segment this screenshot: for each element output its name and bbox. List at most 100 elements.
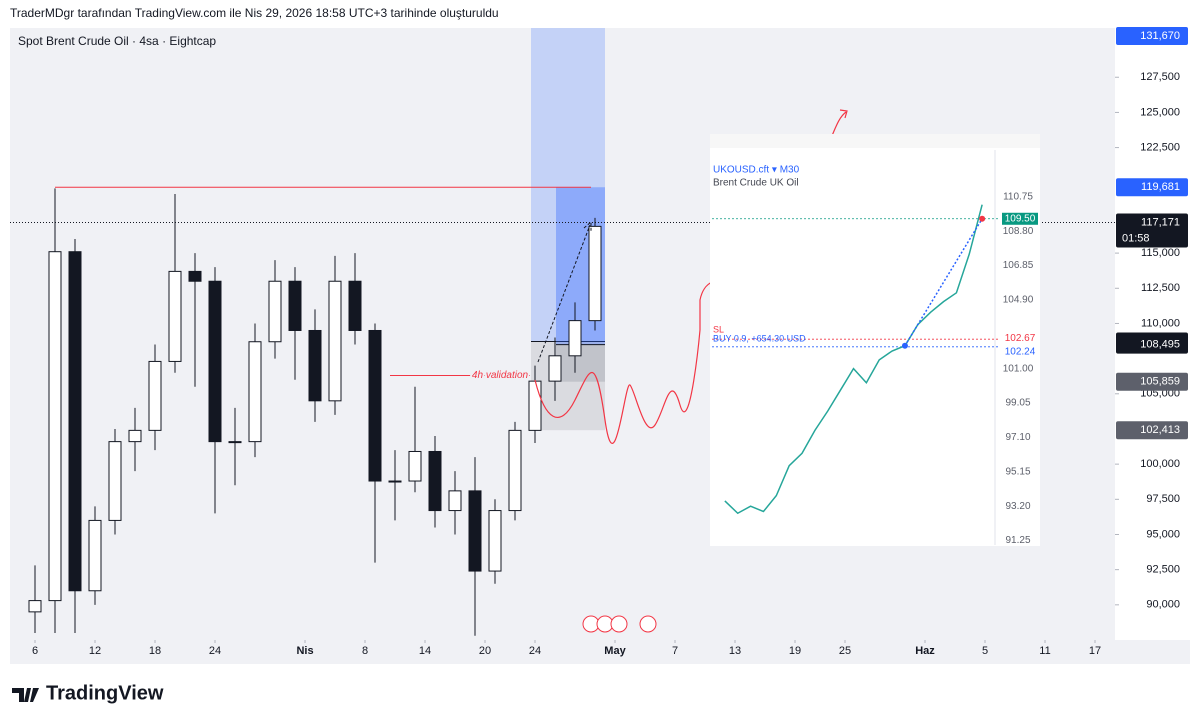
candle-body [228,441,242,444]
entry-dot [901,342,908,349]
inset-y-tick-label: 97.10 [1005,432,1030,443]
candle-body [568,320,582,357]
inset-y-tick-label: 106.85 [1003,260,1034,271]
x-tick-label: 7 [672,645,678,657]
candle-body [328,280,342,402]
candle-body [68,251,82,592]
logo-icon [12,688,39,702]
candle-body [588,225,602,322]
price-label: 119,681 [1141,181,1180,193]
y-tick-label: 97,500 [1146,493,1180,505]
x-tick-label: 18 [149,645,161,657]
price-label: 102,413 [1140,424,1180,436]
candle-body [548,355,562,382]
price-timer: 01:58 [1122,232,1150,244]
candle-body [428,450,442,512]
symbol-title: Spot Brent Crude Oil · 4sa · Eightcap [18,34,216,48]
y-tick-label: 92,500 [1146,564,1180,576]
candle-body [188,270,202,282]
x-tick-label: 5 [982,645,988,657]
inset-y-tick-label: 101.00 [1003,363,1034,374]
candle-body [348,280,362,331]
inset-line [724,204,983,515]
x-tick-label: 12 [89,645,101,657]
inset-y-tick-label: 108.80 [1003,226,1034,237]
trade-line [904,218,983,347]
inset-price-label: 109.50 [1005,213,1036,224]
candle-body [48,251,62,602]
inset-annotation: BUY 0.9, +654.30 USD [713,334,806,344]
price-label-box [1116,178,1188,197]
price-label-box [1116,213,1188,248]
inset-price-box [1002,212,1038,225]
price-label-box [1116,335,1188,354]
inset-toolbar [710,134,1040,148]
inset-y-tick-label: 95.15 [1005,466,1030,477]
brand-name: TradingView [46,682,164,704]
x-tick-label: 20 [479,645,491,657]
candle-body [308,329,322,402]
price-label: 108,495 [1140,339,1180,351]
y-tick-label: 125,000 [1140,106,1180,118]
inset-y-tick-label: 93.20 [1005,501,1030,512]
x-tick-label: 14 [419,645,431,657]
main-chart: 4h validation 90,000 92,500 95,000 97,500 100… [10,27,1188,657]
x-tick-label: Nis [296,645,313,657]
x-tick-label: 25 [839,645,851,657]
candle-body [128,429,142,443]
y-tick-label: 115,000 [1141,247,1180,259]
inset-y-tick-label: 99.05 [1005,398,1030,409]
inset-price-label: 102.67 [1005,333,1036,344]
candle-body [368,329,382,482]
inset-price-label: 102.24 [1005,346,1036,357]
candle-body [408,450,422,482]
candle-body [468,490,482,572]
inset-subtitle: Brent Crude UK Oil [713,178,799,189]
x-tick-label: 19 [789,645,801,657]
x-tick-label: 6 [32,645,38,657]
price-label-box [1116,372,1188,391]
candle-body [208,280,222,443]
candle-body [268,280,282,343]
candle-body [28,600,42,613]
y-tick-label: 110,000 [1141,317,1180,329]
candle-body [288,280,302,331]
price-label: 117,171 [1141,216,1180,228]
inset-y-tick-label: 110.75 [1003,191,1033,202]
candle-body [388,480,402,483]
y-tick-label: 95,000 [1146,528,1180,540]
candle-body [108,441,122,521]
y-tick-label: 122,500 [1140,141,1180,153]
candle-body [448,490,462,512]
price-label-box [1116,421,1188,440]
x-tick-label: 24 [209,645,221,657]
x-tick-label: 11 [1039,645,1050,657]
inset-y-tick-label: 104.90 [1003,295,1034,306]
candle-body [508,429,522,512]
candle-body [488,510,502,572]
inset-y-tick-label: 91.25 [1005,535,1030,546]
x-tick-label: May [604,645,626,657]
candle-body [148,360,162,431]
inset-annotation: SL [713,325,724,335]
annotation-text: 4h validation [472,370,529,381]
inset-title: UKOUSD.cft ▾ M30 [713,165,800,176]
y-tick-label: 90,000 [1146,599,1180,611]
exit-dot [979,215,986,222]
brand-logo: TradingView [12,682,164,704]
y-tick-label: 127,500 [1140,71,1180,83]
y-tick-label: 112,500 [1141,282,1180,294]
event-flag[interactable] [610,615,628,633]
x-tick-label: 8 [362,645,368,657]
candle-body [528,380,542,431]
y-tick-label: 100,000 [1140,458,1180,470]
event-flags [582,615,657,633]
x-tick-label: 13 [729,645,741,657]
x-tick-label: Haz [915,645,935,657]
inset-chart: UKOUSD.cft ▾ M30 Brent Crude UK Oil 91.25 9… [710,134,1040,546]
candle-body [248,341,262,443]
x-tick-label: 17 [1089,645,1101,657]
price-label: 131,670 [1140,30,1180,42]
event-flag[interactable] [639,615,657,633]
